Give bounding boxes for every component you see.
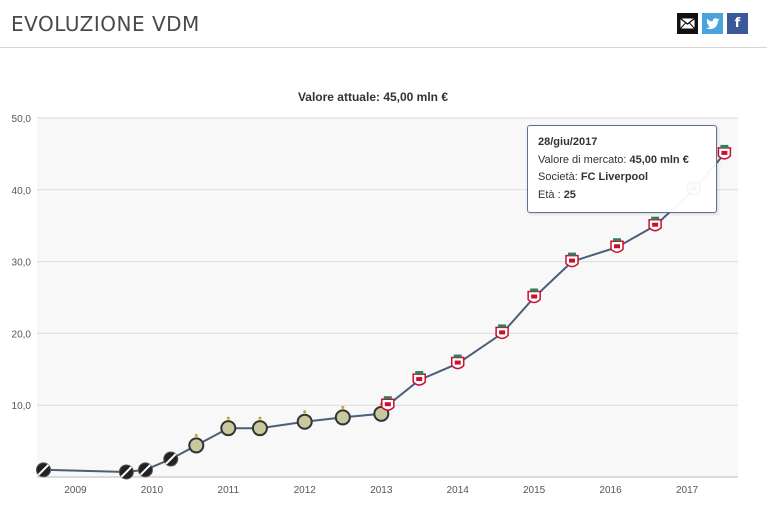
data-point[interactable]: [251, 416, 268, 437]
x-tick-label: 2011: [218, 485, 240, 496]
tooltip-age: 25: [563, 188, 576, 201]
data-point[interactable]: [137, 462, 153, 478]
tooltip-value: 45,00 mln €: [629, 153, 689, 166]
y-tick-label: 10,0: [12, 401, 32, 412]
data-point[interactable]: [527, 288, 541, 304]
chart-svg: Valore attuale: 45,00 mln € 50,0 40,0 30,0…: [12, 90, 738, 496]
x-tick-label: 2015: [523, 485, 546, 496]
y-tick-label: 40,0: [12, 186, 32, 197]
data-point[interactable]: [118, 464, 134, 480]
data-point[interactable]: [35, 462, 51, 478]
x-tick-label: 2009: [64, 485, 87, 496]
x-tick-label: 2010: [141, 485, 164, 496]
data-point[interactable]: [381, 396, 395, 411]
page-title: EVOLUZIONE VDM: [11, 12, 200, 36]
data-point[interactable]: [495, 324, 509, 340]
data-point[interactable]: [610, 238, 624, 253]
data-point[interactable]: [296, 410, 313, 430]
y-tick-label: 30,0: [12, 258, 32, 269]
y-tick-label: 20,0: [12, 329, 32, 340]
chart-tooltip: 28/giu/2017 Valore di mercato: 45,00 mln…: [527, 125, 717, 213]
chart-subtitle: Valore attuale: 45,00 mln €: [298, 90, 448, 104]
tooltip-club-label: Società:: [538, 171, 578, 183]
data-point[interactable]: [163, 451, 179, 467]
x-tick-label: 2014: [447, 485, 470, 496]
x-tick-label: 2017: [676, 485, 699, 496]
data-point[interactable]: [334, 405, 351, 426]
facebook-icon[interactable]: f: [727, 13, 748, 34]
data-point[interactable]: [565, 252, 579, 268]
data-point[interactable]: [188, 433, 205, 454]
data-point[interactable]: [220, 416, 237, 437]
data-point[interactable]: [648, 216, 662, 232]
y-tick-label: 50,0: [12, 114, 32, 125]
envelope-icon[interactable]: [677, 13, 698, 34]
market-value-chart: Valore attuale: 45,00 mln € 50,0 40,0 30,0…: [0, 48, 767, 512]
data-point[interactable]: [412, 371, 426, 386]
tooltip-age-label: Età :: [538, 188, 561, 201]
tooltip-club: FC Liverpool: [580, 171, 649, 183]
x-tick-label: 2013: [370, 485, 393, 496]
page-header: EVOLUZIONE VDM f: [0, 0, 767, 48]
x-tick-label: 2012: [294, 485, 317, 496]
facebook-glyph: f: [734, 16, 741, 31]
tooltip-value-label: Valore di mercato:: [538, 153, 627, 166]
data-point[interactable]: [717, 144, 732, 160]
tooltip-date: 28/giu/2017: [538, 136, 598, 148]
x-tick-label: 2016: [599, 485, 622, 496]
data-point[interactable]: [450, 354, 465, 370]
twitter-icon[interactable]: [702, 13, 723, 34]
